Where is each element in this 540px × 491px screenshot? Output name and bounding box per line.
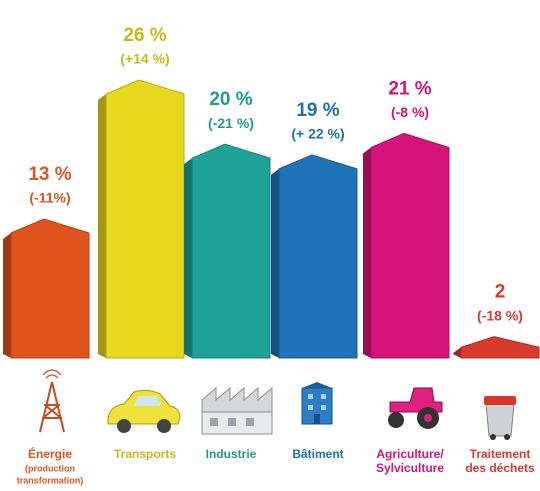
icon-bin <box>484 396 516 440</box>
bar-side <box>3 233 11 358</box>
bar <box>192 144 270 358</box>
bar-side <box>271 169 279 358</box>
category-note: (production <box>25 463 75 473</box>
icon-energy <box>40 370 64 432</box>
value-label: 21 % <box>388 78 431 99</box>
change-label: (-18 %) <box>477 307 523 323</box>
value-label: 20 % <box>209 89 252 110</box>
change-label: (-11%) <box>29 190 70 206</box>
category-label: Industrie <box>206 447 257 461</box>
bar-side <box>98 94 106 358</box>
bar-side <box>363 147 371 358</box>
category-label: Agriculture/ <box>376 447 444 461</box>
bar <box>279 155 357 358</box>
value-label: 13 % <box>28 164 71 185</box>
bar <box>371 133 449 358</box>
value-label: 2 <box>495 282 506 303</box>
bar <box>461 337 539 358</box>
value-label: 26 % <box>123 25 166 46</box>
icons <box>40 370 516 440</box>
value-label: 19 % <box>296 100 339 121</box>
change-label: (-21 %) <box>208 115 254 131</box>
bar-side <box>184 158 192 358</box>
change-label: (+ 22 %) <box>291 126 344 142</box>
icon-building <box>302 382 332 424</box>
change-label: (+14 %) <box>120 51 169 67</box>
chart: (-11%) 13 % Énergie (+14 %) 26 % Transports (-… <box>0 0 540 491</box>
category-label: Bâtiment <box>292 447 343 461</box>
category-label: Énergie <box>28 446 72 461</box>
icon-car <box>108 390 180 433</box>
bar <box>106 80 184 358</box>
category-label: Transports <box>114 447 176 461</box>
bar-side <box>453 347 461 358</box>
category-note: transformation) <box>17 475 84 485</box>
category-label: Sylviculture <box>376 461 444 475</box>
category-label: des déchets <box>465 461 535 475</box>
icon-tractor <box>388 388 442 429</box>
bar <box>11 219 89 358</box>
icon-industry <box>202 388 272 434</box>
change-label: (-8 %) <box>391 104 429 120</box>
category-label: Traitement <box>470 447 531 461</box>
